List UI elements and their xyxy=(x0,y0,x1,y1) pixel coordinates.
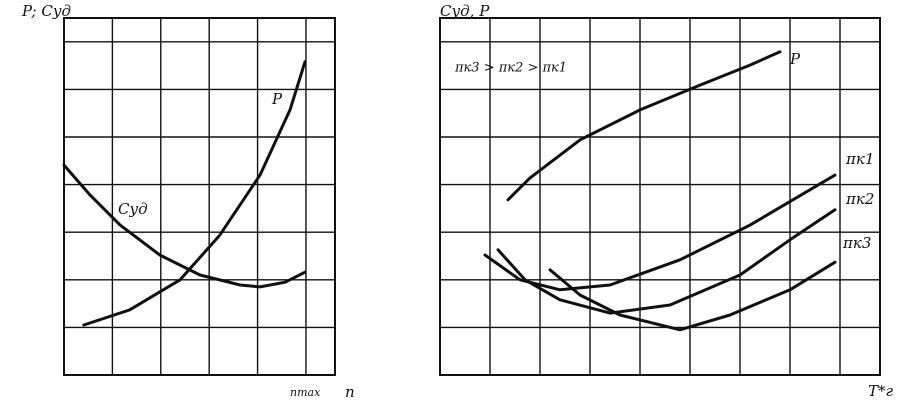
curve-label: πк2 xyxy=(845,190,874,208)
annotation: nmax xyxy=(290,386,321,399)
y-axis-label: Cуд, P xyxy=(440,2,490,20)
curve-label: P xyxy=(271,90,283,108)
plot-frame xyxy=(439,17,881,376)
x-axis-label: n xyxy=(345,383,355,401)
y-axis-label: P; Cуд xyxy=(21,2,71,20)
curve xyxy=(483,173,837,292)
annotation: πк3 > πк2 > πк1 xyxy=(454,61,567,76)
curve xyxy=(496,208,837,315)
curve xyxy=(506,50,782,202)
curve-label: P xyxy=(789,50,801,68)
plot-frame xyxy=(63,17,336,376)
curve-label: Cуд xyxy=(118,200,148,218)
curve xyxy=(82,60,307,327)
curve xyxy=(62,163,307,289)
curve-label: πк1 xyxy=(845,150,874,168)
curve xyxy=(548,260,837,332)
x-axis-label: T*г xyxy=(868,382,894,400)
curve-label: πк3 xyxy=(842,234,871,252)
